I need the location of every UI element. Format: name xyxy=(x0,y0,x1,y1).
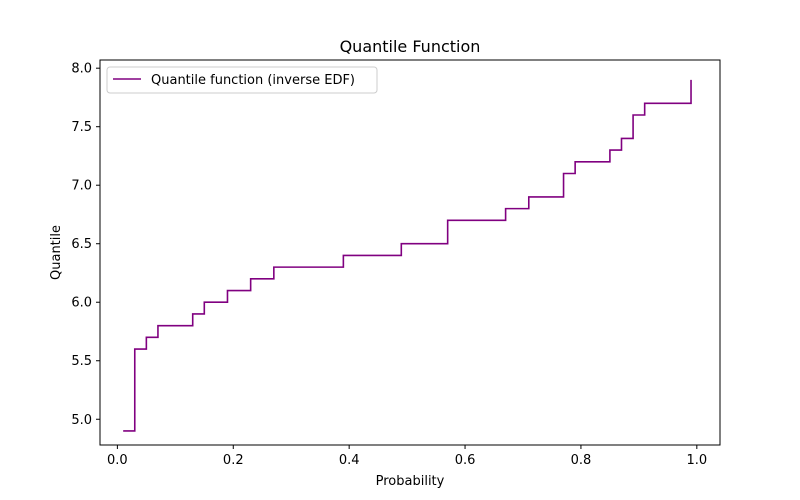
plot-frame xyxy=(99,59,721,446)
x-tick-label: 0.6 xyxy=(455,453,476,468)
x-tick-label: 0.8 xyxy=(571,453,592,468)
legend: Quantile function (inverse EDF) xyxy=(106,66,378,94)
x-axis-label: Probability xyxy=(376,474,445,489)
y-tick-label: 7.5 xyxy=(71,120,92,135)
plot-area xyxy=(99,59,721,446)
y-tick-label: 5.0 xyxy=(71,413,92,428)
x-tick-label: 0.0 xyxy=(107,453,128,468)
x-tick-label: 0.4 xyxy=(339,453,360,468)
series-line-0 xyxy=(123,79,692,432)
y-axis-ticks: 5.0 5.5 6.0 6.5 7.0 7.5 8.0 xyxy=(71,62,100,428)
y-tick-label: 6.0 xyxy=(71,296,92,311)
legend-box xyxy=(106,66,378,94)
x-tick-label: 0.2 xyxy=(223,453,244,468)
x-axis-ticks: 0.0 0.2 0.4 0.6 0.8 1.0 xyxy=(107,445,707,468)
legend-label: Quantile function (inverse EDF) xyxy=(151,73,355,88)
y-axis-label: Quantile xyxy=(49,225,64,280)
x-tick-label: 1.0 xyxy=(686,453,707,468)
chart-title: Quantile Function xyxy=(340,37,481,56)
y-tick-label: 5.5 xyxy=(71,354,92,369)
y-tick-label: 7.0 xyxy=(71,179,92,194)
y-tick-label: 6.5 xyxy=(71,237,92,252)
y-tick-label: 8.0 xyxy=(71,62,92,77)
